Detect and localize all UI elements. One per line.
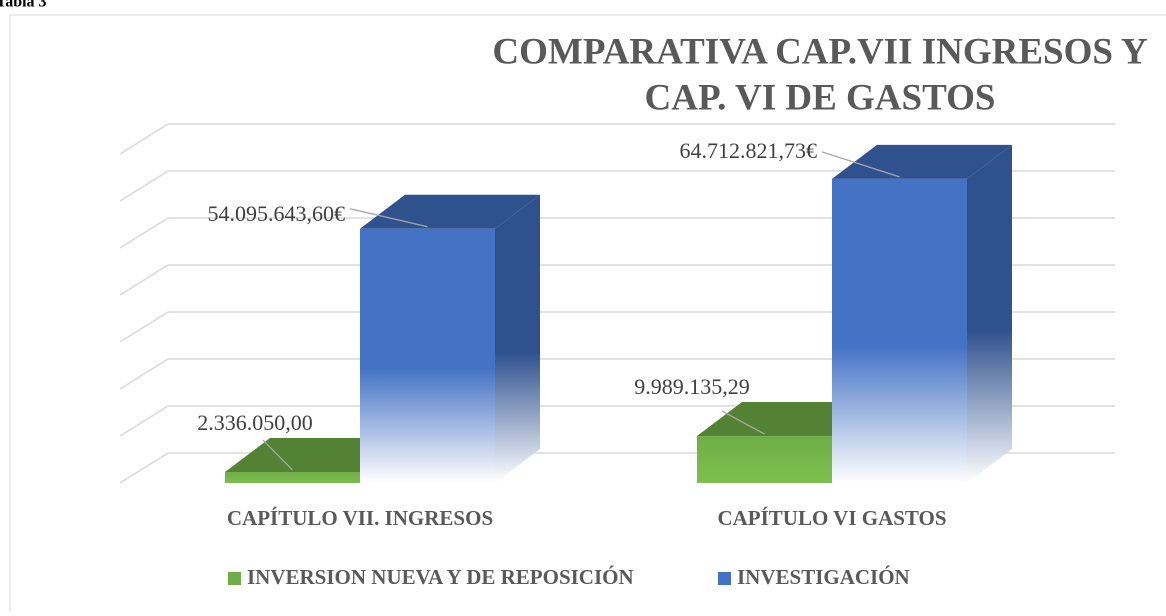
data-label: 9.989.135,29 — [634, 374, 750, 399]
x-tick-label: CAPÍTULO VI GASTOS — [717, 506, 946, 530]
caption: Tabla 3 — [0, 0, 47, 11]
leader-line — [262, 439, 293, 471]
grid-line — [119, 405, 169, 437]
grid-line — [119, 123, 169, 155]
leader-line — [349, 208, 428, 228]
x-tick-label: CAPÍTULO VII. INGRESOS — [227, 506, 493, 530]
grid-line — [119, 311, 169, 343]
legend-swatch — [228, 572, 241, 585]
grid-line — [119, 170, 169, 202]
data-label: 64.712.821,73€ — [680, 138, 818, 163]
legend-swatch — [718, 572, 731, 585]
legend-label: INVERSION NUEVA Y DE REPOSICIÓN — [247, 565, 634, 589]
leader-line — [821, 151, 900, 178]
bar-side — [495, 194, 540, 483]
grid-line — [119, 452, 169, 484]
bar — [225, 472, 360, 483]
bar — [697, 436, 832, 483]
legend-label: INVESTIGACIÓN — [737, 565, 910, 589]
grid-line — [119, 358, 169, 390]
grid-line — [119, 264, 169, 296]
data-label: 2.336.050,00 — [197, 410, 313, 435]
chart-title: CAP. VI DE GASTOS — [645, 77, 996, 118]
grid-line — [119, 217, 169, 249]
bar-top — [360, 194, 540, 229]
bar — [360, 228, 495, 483]
bar — [832, 178, 967, 483]
chart-title: COMPARATIVA CAP.VII INGRESOS Y — [492, 31, 1147, 72]
bar-top — [832, 144, 1012, 179]
data-label: 54.095.643,60€ — [208, 201, 346, 226]
bar-side — [967, 144, 1012, 483]
leader-line — [721, 410, 765, 435]
